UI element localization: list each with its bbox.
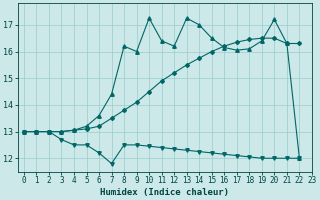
X-axis label: Humidex (Indice chaleur): Humidex (Indice chaleur) [100, 188, 229, 197]
